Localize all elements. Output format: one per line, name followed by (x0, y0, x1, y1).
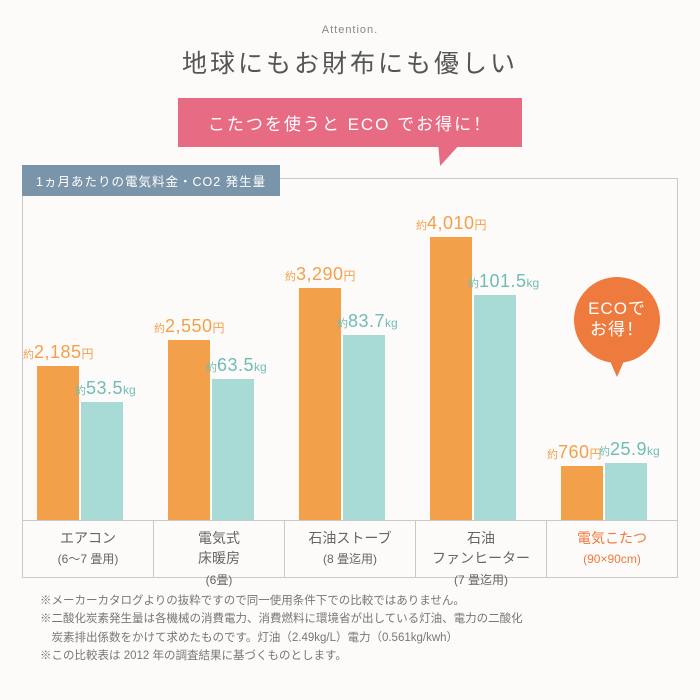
cost-bar (430, 237, 472, 520)
cost-bar (168, 340, 210, 520)
eco-badge: ECOで お得！ (574, 277, 660, 363)
co2-label: 約63.5kg (206, 355, 267, 376)
bars-area: 約2,185円約53.5kg 約2,550円約63.5kg 約3,290円約83.7… (23, 195, 677, 521)
co2-bar (474, 295, 516, 520)
cost-bar (561, 466, 603, 520)
category-label: 電気式床暖房(6畳) (154, 521, 285, 577)
cost-label: 約4,010円 (416, 213, 487, 234)
cost-bar (37, 366, 79, 520)
category-label: 石油ファンヒーター(7 畳迄用) (416, 521, 547, 577)
co2-bar (212, 379, 254, 520)
attention-label: Attention. (0, 0, 700, 36)
co2-bar (81, 402, 123, 520)
co2-label: 約101.5kg (468, 271, 539, 292)
footnote-line: ※メーカーカタログよりの抜粋ですので同一使用条件下での比較ではありません。 (40, 592, 660, 610)
co2-label: 約25.9kg (599, 439, 660, 460)
cost-label: 約2,185円 (23, 342, 94, 363)
eco-badge-line2: お得！ (590, 319, 644, 340)
callout-bubble: こたつを使うと ECO でお得に！ (178, 98, 522, 147)
chart-box: 1ヵ月あたりの電気料金・CO2 発生量 約2,185円約53.5kg約2,550… (22, 178, 678, 578)
co2-bar (605, 463, 647, 520)
callout-wrap: こたつを使うと ECO でお得に！ (0, 98, 700, 170)
category-label: 電気こたつ(90×90cm) (547, 521, 677, 577)
category-label: 石油ストーブ(8 畳迄用) (285, 521, 416, 577)
chart-title: 1ヵ月あたりの電気料金・CO2 発生量 (22, 165, 280, 196)
footnote-line: ※二酸化炭素発生量は各機械の消費電力、消費燃料に環境省が出している灯油、電力の二… (40, 610, 660, 647)
co2-bar (343, 335, 385, 520)
category-label: エアコン(6～7 畳用) (23, 521, 154, 577)
cost-label: 約2,550円 (154, 316, 225, 337)
co2-label: 約53.5kg (75, 378, 136, 399)
category-labels-row: エアコン(6～7 畳用)電気式床暖房(6畳)石油ストーブ(8 畳迄用)石油ファン… (23, 521, 677, 577)
eco-badge-line1: ECOで (588, 298, 646, 319)
footnote-line: ※この比較表は 2012 年の調査結果に基づくものとします。 (40, 647, 660, 665)
cost-bar (299, 288, 341, 520)
cost-label: 約3,290円 (285, 264, 356, 285)
cost-label: 約760円 (547, 442, 602, 463)
co2-label: 約83.7kg (337, 311, 398, 332)
footnotes: ※メーカーカタログよりの抜粋ですので同一使用条件下での比較ではありません。※二酸… (40, 592, 660, 666)
headline: 地球にもお財布にも優しい (0, 44, 700, 80)
